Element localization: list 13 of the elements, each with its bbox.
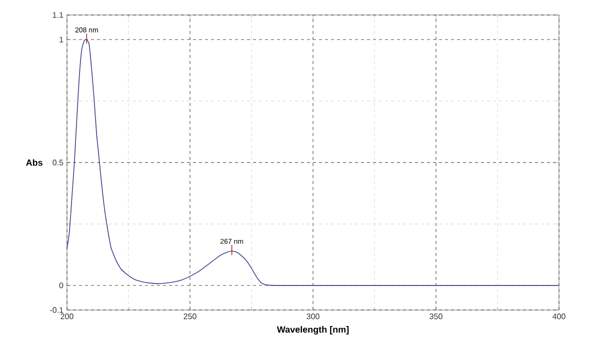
x-tick-label: 200 [60, 314, 74, 320]
y-tick-label: 0.5 [52, 160, 64, 166]
x-tick-label: 400 [552, 314, 566, 320]
x-tick-label: 350 [430, 314, 442, 320]
line-series [66, 39, 560, 286]
y-tick-label: 1 [60, 36, 64, 42]
x-axis-title: Wavelength [nm] [276, 326, 349, 334]
y-axis-title: Abs [26, 159, 42, 166]
x-tick-label: 300 [306, 314, 320, 320]
x-tick-label: 250 [184, 314, 196, 320]
y-tick-label: -0.1 [50, 307, 64, 313]
y-tick-label: 1.1 [52, 12, 64, 18]
y-tick-label: 0 [59, 282, 64, 288]
